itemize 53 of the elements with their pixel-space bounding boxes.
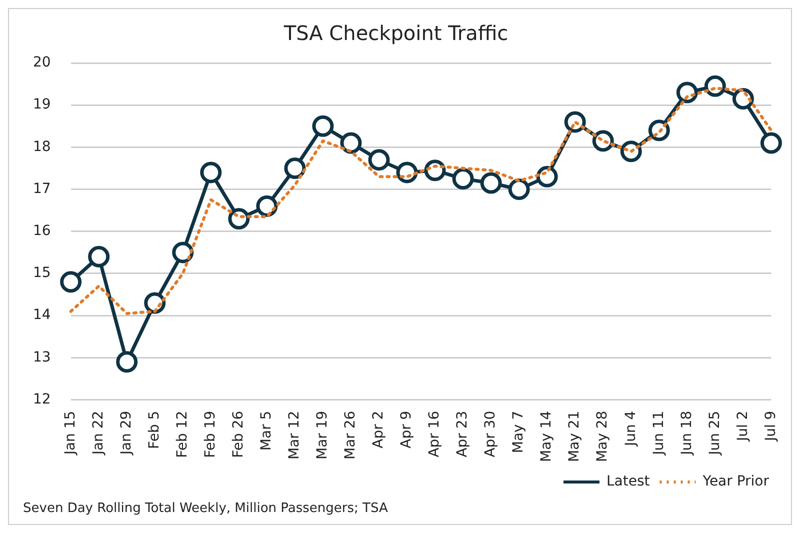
x-tick-label: Jan 15 bbox=[62, 410, 78, 456]
x-tick-label: Jun 11 bbox=[650, 410, 667, 456]
x-tick-label: Mar 12 bbox=[286, 410, 303, 460]
y-tick-label: 18 bbox=[32, 138, 51, 155]
point bbox=[508, 178, 530, 200]
x-tick-label: Apr 9 bbox=[398, 410, 415, 448]
x-tick-label: Jun 18 bbox=[678, 410, 695, 456]
text: Seven Day Rolling Total Weekly, Million Passengers; TSA bbox=[23, 501, 388, 516]
point bbox=[116, 351, 138, 373]
chart-title: TSA Checkpoint Traffic bbox=[282, 21, 508, 46]
y-tick-label: 17 bbox=[32, 180, 51, 197]
point bbox=[256, 195, 278, 217]
x-tick-label: Jan 22 bbox=[90, 410, 106, 456]
x-tick-label: Apr 16 bbox=[426, 410, 443, 458]
point bbox=[340, 132, 362, 154]
y-tick-label: 14 bbox=[32, 307, 51, 324]
x-tick-label: Jun 25 bbox=[706, 410, 723, 456]
x-tick-label: May 7 bbox=[510, 410, 527, 454]
point bbox=[312, 115, 334, 137]
point bbox=[200, 162, 222, 184]
x-tick-label: Jan 29 bbox=[118, 410, 134, 456]
x-tick-label: Feb 19 bbox=[202, 410, 219, 458]
y-tick-label: 15 bbox=[32, 265, 51, 282]
x-tick-label: Apr 2 bbox=[370, 410, 387, 448]
point bbox=[480, 172, 502, 194]
x-tick-label: Mar 26 bbox=[342, 410, 359, 460]
x-tick-label: Mar 5 bbox=[258, 410, 275, 451]
x-tick-label: Feb 12 bbox=[174, 410, 191, 458]
x-tick-label: Feb 26 bbox=[230, 410, 247, 458]
x-tick-label: May 28 bbox=[594, 410, 611, 462]
x-tick-label: Jun 4 bbox=[622, 410, 639, 448]
point bbox=[760, 132, 782, 154]
y-tick-label: 19 bbox=[32, 96, 51, 113]
legend-label: Year Prior bbox=[702, 474, 770, 490]
x-tick-label: Mar 19 bbox=[314, 410, 331, 460]
point bbox=[368, 149, 390, 171]
x-tick-label: Jul 9 bbox=[762, 410, 779, 442]
y-tick-label: 13 bbox=[32, 349, 51, 366]
x-tick-label: May 21 bbox=[566, 410, 583, 462]
x-tick-label: May 14 bbox=[538, 410, 555, 462]
legend-label: Latest bbox=[606, 474, 650, 490]
point bbox=[284, 158, 306, 179]
x-tick-label: Apr 23 bbox=[454, 410, 471, 458]
point bbox=[88, 246, 110, 268]
y-tick-label: 20 bbox=[32, 54, 51, 71]
point bbox=[172, 242, 194, 264]
y-tick-label: 12 bbox=[32, 391, 51, 408]
x-tick-label: Feb 5 bbox=[146, 410, 162, 449]
point bbox=[60, 271, 82, 293]
point bbox=[452, 168, 474, 190]
y-tick-label: 16 bbox=[32, 223, 51, 240]
x-tick-label: Apr 30 bbox=[482, 410, 499, 458]
x-tick-label: Jul 2 bbox=[734, 410, 751, 442]
